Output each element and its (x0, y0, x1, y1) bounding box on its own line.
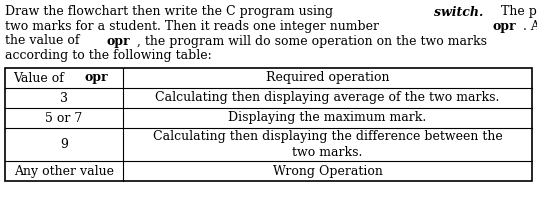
Text: Required operation: Required operation (266, 72, 389, 85)
Text: , the program will do some operation on the two marks: , the program will do some operation on … (137, 35, 487, 47)
Text: Draw the flowchart then write the C program using: Draw the flowchart then write the C prog… (5, 6, 337, 19)
Text: Any other value: Any other value (14, 165, 114, 178)
Text: Wrong Operation: Wrong Operation (273, 165, 382, 178)
Text: Calculating then displaying average of the two marks.: Calculating then displaying average of t… (155, 91, 500, 105)
Text: The program reads: The program reads (497, 6, 537, 19)
Text: 9: 9 (60, 138, 68, 151)
Text: 5 or 7: 5 or 7 (45, 112, 83, 124)
Text: . According to: . According to (523, 20, 537, 33)
Text: Displaying the maximum mark.: Displaying the maximum mark. (228, 112, 426, 124)
Text: Value of: Value of (13, 72, 68, 85)
Text: switch.: switch. (433, 6, 483, 19)
Text: Calculating then displaying the difference between the
two marks.: Calculating then displaying the differen… (153, 130, 503, 159)
Text: according to the following table:: according to the following table: (5, 49, 212, 62)
Bar (5, 68, 532, 181)
Text: opr: opr (106, 35, 130, 47)
Text: the value of: the value of (5, 35, 83, 47)
Text: 3: 3 (60, 91, 68, 105)
Text: opr: opr (84, 72, 108, 85)
Text: opr: opr (493, 20, 517, 33)
Text: two marks for a student. Then it reads one integer number: two marks for a student. Then it reads o… (5, 20, 383, 33)
